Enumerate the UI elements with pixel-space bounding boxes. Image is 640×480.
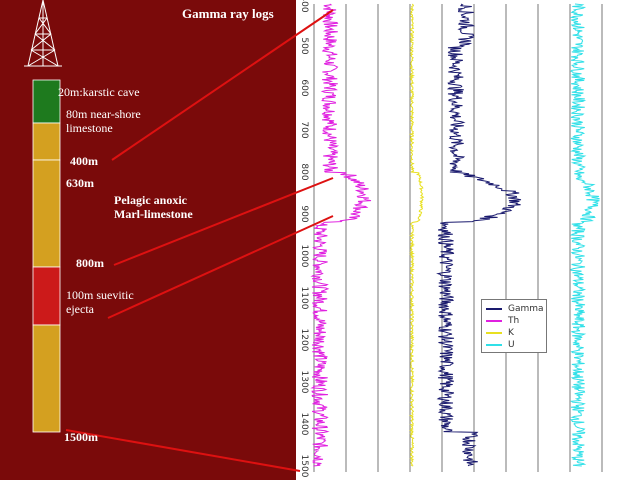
cave-layer (32, 79, 61, 124)
depth-1500-label: 1500m (64, 430, 98, 444)
pelagic-label: Pelagic anoxic Marl-limestone (114, 193, 193, 221)
limestone-layer-upper (32, 122, 61, 161)
legend-swatch (486, 331, 502, 334)
connector-900 (107, 215, 334, 319)
y-tick-label: 1500 (299, 455, 309, 478)
legend-item-u: U (486, 339, 515, 350)
trace-u (569, 3, 600, 467)
legend-item-th: Th (486, 315, 519, 326)
log-panel-background (296, 0, 640, 480)
cave-label: 20m:karstic cave (58, 85, 140, 99)
y-tick-label: 600 (299, 79, 309, 96)
legend-swatch (486, 343, 502, 346)
connector-400 (111, 9, 334, 161)
ejecta-layer (32, 266, 61, 326)
y-axis-ticks: 400 500 600 700 800 900 1000 1100 1200 1300 1400 15… (299, 0, 309, 478)
depth-connectors (65, 9, 334, 472)
y-tick-label: 400 (299, 0, 309, 13)
y-tick-label: 1200 (299, 329, 309, 352)
y-tick-label: 1300 (299, 371, 309, 394)
y-tick-label: 1000 (299, 245, 309, 268)
y-tick-label: 1400 (299, 413, 309, 436)
legend-swatch (486, 307, 502, 310)
log-traces (310, 3, 600, 467)
legend-label: Gamma (508, 303, 544, 314)
connector-800 (113, 177, 334, 266)
legend-label: Th (508, 315, 520, 326)
trace-th (310, 3, 372, 467)
trace-gamma (436, 3, 522, 467)
legend-label: K (508, 327, 514, 338)
connector-1500 (65, 429, 301, 472)
limestone-layer-lower (32, 324, 61, 433)
depth-800-label: 800m (76, 256, 104, 270)
y-tick-label: 900 (299, 205, 309, 222)
y-tick-label: 1100 (299, 287, 309, 310)
suevitic-label: 100m suevitic ejecta (66, 288, 134, 316)
chart-title: Gamma ray logs (182, 6, 274, 21)
legend-item-k: K (486, 327, 514, 338)
depth-630-label: 630m (66, 176, 94, 190)
y-tick-label: 800 (299, 163, 309, 180)
legend-swatch (486, 319, 502, 322)
legend: Gamma Th K U (481, 299, 547, 353)
rock-column (32, 79, 61, 433)
y-tick-label: 500 (299, 37, 309, 54)
trace-k (408, 3, 425, 467)
legend-label: U (508, 339, 515, 350)
depth-400-label: 400m (70, 154, 98, 168)
legend-item-gamma: Gamma (486, 303, 544, 314)
drilling-rig-icon (24, 0, 62, 67)
marl-limestone-layer (32, 159, 61, 268)
limestone-label: 80m near-shore limestone (66, 107, 141, 135)
y-tick-label: 700 (299, 121, 309, 138)
